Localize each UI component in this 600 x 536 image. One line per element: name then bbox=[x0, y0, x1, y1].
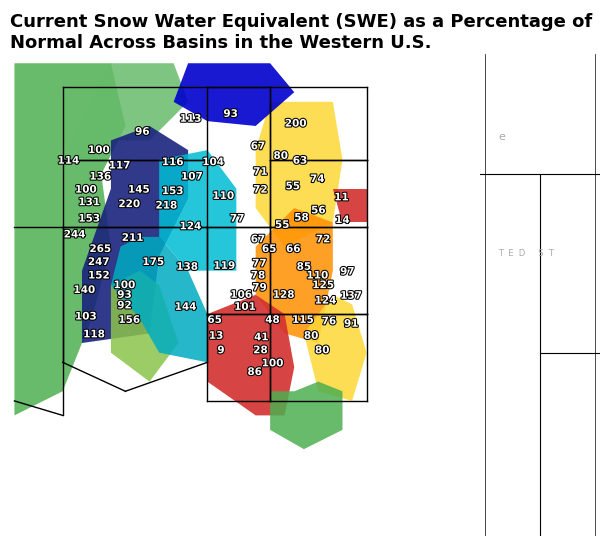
Text: 136: 136 bbox=[89, 172, 111, 182]
Text: 14: 14 bbox=[335, 215, 350, 225]
Text: 107: 107 bbox=[181, 172, 203, 182]
Text: 118: 118 bbox=[83, 329, 105, 339]
Text: 86: 86 bbox=[247, 367, 262, 377]
Text: 67: 67 bbox=[251, 234, 265, 244]
Text: 92: 92 bbox=[117, 300, 131, 310]
Text: 56: 56 bbox=[311, 205, 326, 215]
Text: 152: 152 bbox=[88, 271, 110, 280]
Text: 104: 104 bbox=[202, 157, 224, 167]
Text: 77: 77 bbox=[230, 213, 245, 224]
Text: 80: 80 bbox=[315, 345, 329, 355]
Text: 91: 91 bbox=[344, 319, 358, 329]
Text: 66: 66 bbox=[286, 244, 301, 254]
Text: 58: 58 bbox=[294, 213, 309, 222]
Text: 144: 144 bbox=[175, 302, 197, 312]
Text: 100: 100 bbox=[88, 145, 110, 155]
Text: 100: 100 bbox=[75, 184, 97, 195]
Text: 119: 119 bbox=[214, 261, 235, 271]
Text: 79: 79 bbox=[252, 282, 267, 293]
Polygon shape bbox=[256, 208, 333, 343]
Text: 103: 103 bbox=[75, 311, 97, 322]
Text: 71: 71 bbox=[253, 167, 268, 177]
Text: 114: 114 bbox=[58, 155, 79, 166]
Text: 200: 200 bbox=[285, 118, 307, 129]
Text: 72: 72 bbox=[253, 184, 268, 195]
Polygon shape bbox=[304, 295, 367, 401]
Text: 100: 100 bbox=[113, 280, 136, 290]
Text: 48: 48 bbox=[265, 315, 280, 325]
Text: 41: 41 bbox=[254, 332, 269, 343]
Text: 65: 65 bbox=[262, 244, 277, 254]
Text: 65: 65 bbox=[208, 315, 222, 325]
Polygon shape bbox=[256, 102, 343, 247]
Text: 124: 124 bbox=[314, 295, 337, 306]
Text: 55: 55 bbox=[275, 220, 289, 230]
Polygon shape bbox=[173, 63, 294, 126]
Text: 72: 72 bbox=[316, 234, 331, 244]
Polygon shape bbox=[14, 63, 125, 415]
Text: 153: 153 bbox=[162, 186, 184, 196]
Text: 211: 211 bbox=[122, 233, 143, 243]
Text: 13: 13 bbox=[209, 331, 223, 341]
Text: 101: 101 bbox=[234, 302, 256, 312]
Text: 265: 265 bbox=[89, 244, 111, 254]
Text: 153: 153 bbox=[79, 213, 100, 224]
Text: 78: 78 bbox=[251, 271, 265, 280]
Polygon shape bbox=[159, 150, 236, 271]
Text: 97: 97 bbox=[340, 266, 355, 277]
Text: 9: 9 bbox=[217, 345, 224, 355]
Text: 63: 63 bbox=[293, 155, 307, 166]
Text: 116: 116 bbox=[162, 157, 184, 167]
Text: 80: 80 bbox=[304, 331, 319, 341]
Text: 137: 137 bbox=[340, 291, 362, 301]
Text: 131: 131 bbox=[79, 197, 100, 207]
Text: e: e bbox=[498, 132, 505, 143]
Text: Current Snow Water Equivalent (SWE) as a Percentage of
Normal Across Basins in t: Current Snow Water Equivalent (SWE) as a… bbox=[10, 13, 592, 51]
Text: 110: 110 bbox=[212, 191, 234, 201]
Text: 138: 138 bbox=[176, 262, 198, 272]
Text: 117: 117 bbox=[109, 160, 131, 170]
Text: 156: 156 bbox=[118, 315, 140, 325]
Polygon shape bbox=[208, 295, 294, 415]
Text: 140: 140 bbox=[73, 285, 95, 295]
Text: 247: 247 bbox=[88, 257, 110, 267]
Text: 11: 11 bbox=[334, 192, 349, 203]
Text: 93: 93 bbox=[223, 109, 238, 119]
Text: 113: 113 bbox=[179, 114, 202, 124]
Polygon shape bbox=[333, 189, 367, 222]
Text: 128: 128 bbox=[273, 290, 295, 300]
Text: 125: 125 bbox=[313, 280, 334, 290]
Text: 96: 96 bbox=[135, 126, 149, 137]
Text: 220: 220 bbox=[118, 199, 140, 209]
Text: 100: 100 bbox=[262, 358, 283, 368]
Text: 85: 85 bbox=[296, 262, 311, 272]
Text: 77: 77 bbox=[252, 258, 267, 269]
Text: 145: 145 bbox=[128, 184, 150, 195]
Text: 110: 110 bbox=[307, 271, 328, 280]
Text: 74: 74 bbox=[310, 174, 325, 184]
Text: 76: 76 bbox=[322, 316, 336, 326]
Text: 115: 115 bbox=[292, 315, 314, 325]
Text: 106: 106 bbox=[230, 290, 252, 300]
Text: 55: 55 bbox=[286, 181, 300, 191]
Text: 28: 28 bbox=[253, 345, 268, 355]
Text: 218: 218 bbox=[155, 200, 177, 211]
Text: 67: 67 bbox=[251, 141, 265, 151]
Polygon shape bbox=[111, 271, 178, 382]
Polygon shape bbox=[111, 237, 208, 362]
Text: 244: 244 bbox=[64, 229, 86, 240]
Text: 175: 175 bbox=[142, 257, 164, 267]
Polygon shape bbox=[270, 382, 343, 449]
Text: T  E  D     S  T: T E D S T bbox=[498, 249, 554, 258]
Text: 80: 80 bbox=[274, 151, 288, 161]
Text: 124: 124 bbox=[179, 221, 202, 232]
Text: 93: 93 bbox=[117, 290, 131, 300]
Polygon shape bbox=[62, 63, 188, 160]
Polygon shape bbox=[82, 126, 188, 343]
